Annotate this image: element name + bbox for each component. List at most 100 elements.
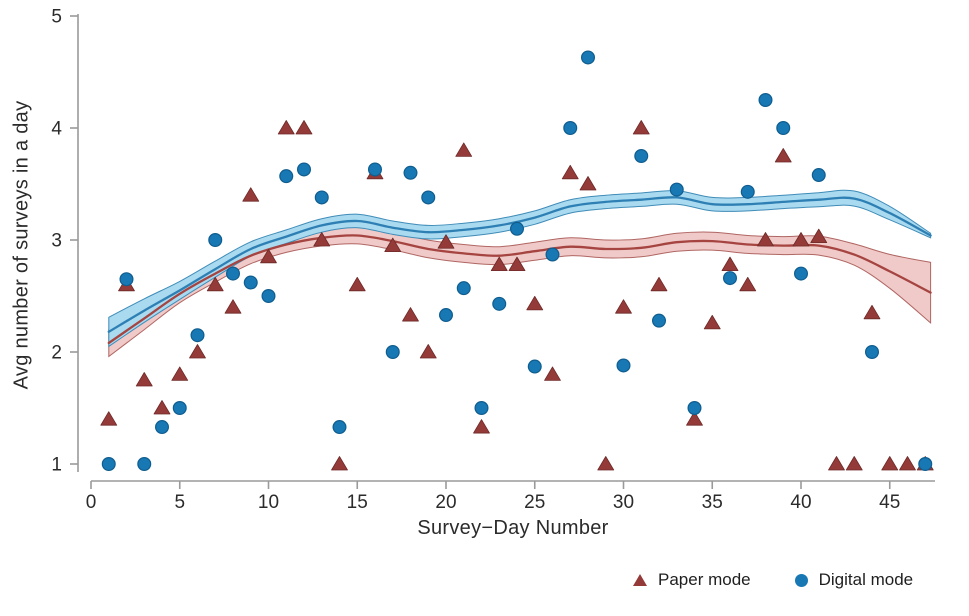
y-tick-label: 3: [51, 231, 62, 252]
x-tick-label: 30: [613, 492, 634, 513]
digital-point: [563, 120, 578, 135]
digital-point: [740, 184, 755, 199]
paper-point: [632, 120, 650, 135]
paper-point: [810, 228, 828, 244]
digital-point: [864, 345, 879, 360]
y-tick-label: 2: [51, 343, 62, 364]
digital-point: [368, 162, 383, 177]
paper-point: [561, 164, 579, 180]
x-tick-label: 35: [702, 492, 723, 513]
digital-point: [226, 266, 241, 281]
paper-point: [189, 344, 206, 359]
legend: Paper mode Digital mode: [633, 570, 913, 590]
paper-point: [313, 232, 331, 247]
digital-point: [811, 168, 826, 183]
digital-point: [510, 221, 525, 236]
digital-point: [634, 149, 649, 164]
paper-point: [171, 366, 189, 381]
paper-point: [473, 419, 490, 434]
digital-point: [119, 272, 134, 287]
digital-point: [580, 50, 595, 65]
digital-point: [243, 275, 258, 290]
paper-point: [224, 299, 242, 314]
digital-confidence-band: [108, 189, 932, 348]
digital-point: [385, 345, 400, 360]
paper-point: [739, 276, 757, 292]
digital-point: [758, 92, 773, 107]
digital-point: [314, 190, 329, 205]
digital-mode-circle-icon: [794, 573, 808, 587]
x-tick-label: 20: [435, 492, 456, 513]
paper-point: [526, 295, 544, 311]
digital-point: [332, 420, 347, 435]
digital-point: [439, 308, 454, 323]
paper-point: [206, 276, 224, 292]
paper-point: [686, 411, 703, 426]
paper-point: [703, 314, 721, 330]
digital-point: [776, 120, 791, 135]
x-tick-label: 15: [347, 492, 368, 513]
paper-trend-line: [107, 234, 932, 345]
x-tick-label: 5: [174, 492, 185, 513]
digital-point: [403, 165, 418, 180]
paper-point: [597, 456, 615, 471]
digital-point: [651, 313, 666, 328]
y-tick-label: 1: [51, 455, 62, 476]
digital-point: [101, 457, 116, 472]
paper-point: [437, 234, 455, 249]
paper-point: [579, 176, 597, 191]
paper-point: [615, 299, 632, 314]
paper-point: [792, 232, 810, 247]
digital-point: [190, 328, 205, 343]
digital-point: [297, 162, 312, 177]
paper-point: [384, 237, 402, 252]
paper-point: [899, 456, 916, 471]
digital-point: [793, 266, 808, 281]
paper-point: [863, 304, 881, 320]
digital-point: [492, 296, 507, 311]
paper-point: [295, 120, 313, 135]
paper-point: [757, 232, 774, 247]
y-tick-label: 5: [51, 7, 62, 28]
digital-point: [545, 247, 560, 262]
paper-point: [402, 307, 419, 322]
digital-point: [456, 281, 471, 296]
digital-point: [172, 401, 187, 416]
paper-point: [650, 276, 668, 292]
digital-point: [527, 359, 542, 374]
paper-point: [153, 400, 171, 415]
paper-point: [881, 456, 899, 471]
x-axis-title: Survey−Day Number: [417, 517, 609, 539]
paper-point: [544, 366, 561, 381]
paper-point: [135, 372, 153, 387]
digital-point: [918, 457, 933, 472]
x-tick-label: 25: [524, 492, 545, 513]
digital-point: [616, 358, 631, 373]
digital-point: [208, 233, 223, 248]
paper-point: [242, 187, 260, 202]
paper-point: [508, 256, 526, 272]
paper-point: [774, 148, 792, 163]
digital-point: [261, 289, 276, 304]
paper-point: [490, 256, 508, 272]
paper-point: [455, 142, 473, 157]
legend-label-digital: Digital mode: [818, 570, 914, 589]
digital-point: [687, 401, 702, 416]
digital-point: [421, 190, 436, 205]
paper-point: [828, 456, 845, 471]
paper-point: [331, 456, 348, 471]
digital-point: [669, 182, 684, 197]
paper-point: [348, 276, 366, 292]
digital-point: [279, 169, 294, 184]
y-tick-label: 4: [51, 119, 62, 140]
legend-label-paper: Paper mode: [658, 570, 751, 589]
paper-confidence-band: [108, 226, 932, 358]
digital-point: [722, 271, 737, 286]
paper-point: [260, 248, 277, 264]
paper-mode-triangle-icon: [633, 574, 647, 586]
paper-point: [845, 456, 863, 471]
x-tick-label: 10: [258, 492, 279, 513]
paper-point: [100, 411, 118, 426]
